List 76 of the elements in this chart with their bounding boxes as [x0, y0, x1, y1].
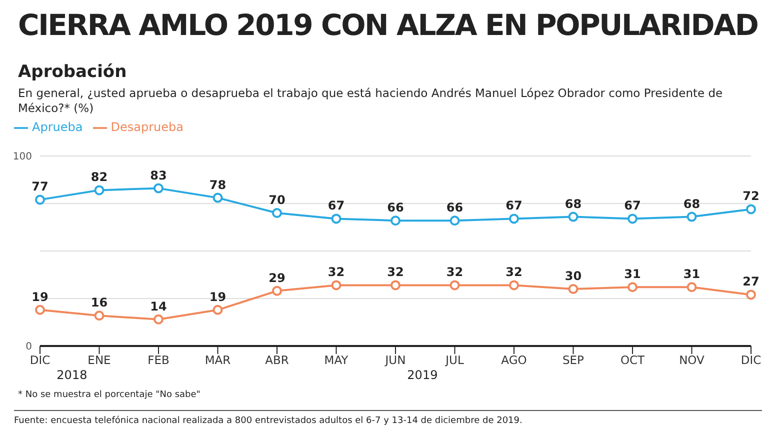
data-label: 30 — [564, 269, 582, 283]
point — [390, 280, 400, 290]
data-label: 77 — [32, 180, 48, 194]
x-tick-label: JUN — [384, 353, 406, 368]
legend-label: Desaprueba — [110, 120, 184, 134]
data-label: 67 — [624, 198, 641, 213]
point — [94, 185, 104, 196]
chart-subtitle: Aprobación — [18, 62, 127, 82]
source-note: Fuente: encuesta telefónica nacional realizada a 800 entrevistados adultos el 6-7 y 13-14 de diciembre de 2019. — [14, 416, 522, 426]
x-tick-label: MAY — [324, 353, 350, 368]
data-label: 29 — [268, 270, 286, 285]
point — [686, 282, 697, 292]
point — [568, 284, 578, 294]
point — [154, 183, 164, 194]
point — [686, 212, 697, 222]
chart-title: CIERRA AMLO 2019 CON ALZA EN POPULARIDAD — [18, 8, 758, 42]
x-tick-label: NOV — [679, 353, 705, 368]
data-label: 68 — [683, 196, 700, 211]
y-tick-label: 100 — [12, 152, 32, 163]
data-label: 16 — [90, 296, 108, 310]
data-label: 32 — [506, 265, 522, 280]
x-tick-label: OCT — [620, 353, 646, 368]
point — [331, 280, 342, 290]
legend-label: Aprueba — [32, 120, 83, 134]
x-tick-label: AGO — [501, 353, 527, 368]
point — [509, 280, 519, 290]
data-label: 32 — [446, 265, 464, 280]
data-label: 72 — [742, 189, 760, 204]
point — [628, 214, 638, 224]
x-tick-label: MAR — [204, 353, 231, 368]
x-tick-label: JUL — [444, 353, 464, 368]
data-label: 14 — [150, 299, 167, 314]
point — [450, 280, 460, 290]
data-label: 67 — [506, 198, 522, 213]
x-tick-label: ABR — [265, 353, 289, 368]
point — [450, 216, 460, 226]
point — [331, 214, 342, 224]
x-tick-label: DIC — [30, 353, 50, 368]
point — [628, 282, 638, 292]
data-label: 70 — [268, 193, 286, 207]
data-label: 19 — [32, 290, 48, 304]
point — [568, 212, 578, 222]
point — [212, 304, 223, 315]
data-label: 31 — [683, 267, 700, 282]
data-label: 82 — [90, 170, 108, 184]
data-label: 31 — [624, 267, 641, 282]
data-label: 66 — [387, 200, 404, 215]
x-tick-label: FEB — [148, 353, 170, 368]
text: 2018 — [56, 368, 88, 382]
x-tick-label: DIC — [740, 353, 762, 368]
point — [509, 214, 519, 224]
data-label: 19 — [209, 290, 226, 304]
data-label: 66 — [446, 200, 464, 215]
point — [212, 192, 223, 203]
point — [390, 216, 400, 226]
point — [35, 194, 45, 205]
data-label: 32 — [328, 265, 345, 280]
text: 2019 — [406, 368, 439, 382]
data-label: 27 — [742, 274, 760, 289]
point — [746, 204, 756, 214]
data-label: 83 — [150, 168, 167, 182]
data-label: 68 — [564, 196, 582, 211]
point — [272, 208, 282, 218]
point — [35, 304, 45, 315]
point — [154, 314, 164, 324]
text: * No se muestra el porcentaje "No sabe" — [18, 390, 200, 400]
x-tick-label: SEP — [562, 353, 584, 368]
y-tick-label: 0 — [26, 342, 32, 353]
data-label: 32 — [387, 265, 404, 280]
y-axis-title: En general, ¿usted aprueba o desaprueba el trabajo que está haciendo Andrés Manuel López Obrador como Presidente de México?* (%) — [18, 86, 724, 116]
x-tick-label: ENE — [88, 353, 111, 368]
point — [94, 310, 104, 321]
data-label: 78 — [209, 178, 226, 192]
point — [272, 286, 282, 296]
data-label: 67 — [328, 198, 345, 213]
point — [746, 290, 756, 300]
